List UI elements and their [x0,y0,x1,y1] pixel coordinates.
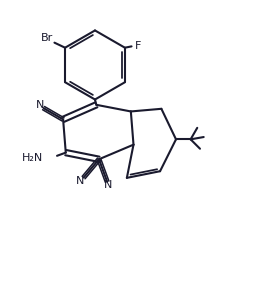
Text: N: N [36,101,44,110]
Text: H₂N: H₂N [22,153,43,163]
Text: F: F [135,41,141,51]
Text: N: N [76,176,84,186]
Text: Br: Br [41,33,53,43]
Text: N: N [104,180,113,191]
